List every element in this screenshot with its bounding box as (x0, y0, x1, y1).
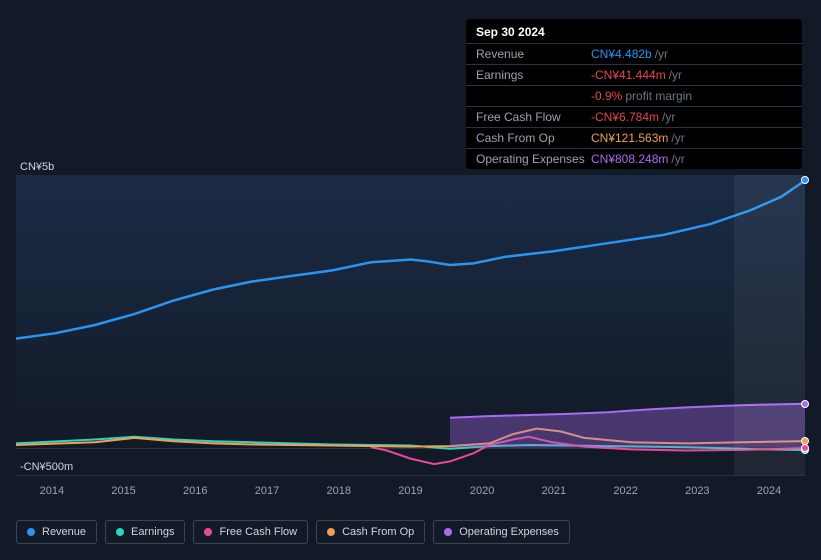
legend-dot-icon (444, 528, 452, 536)
series-end-marker (801, 400, 809, 408)
tooltip-row: Free Cash Flow-CN¥6.784m/yr (466, 106, 802, 127)
chart-x-axis: 2014 2015 2016 2017 2018 2019 2020 2021 2022 2023… (16, 485, 805, 497)
tooltip-row: Cash From OpCN¥121.563m/yr (466, 127, 802, 148)
chart-plot (16, 175, 805, 475)
legend-item-operating-expenses[interactable]: Operating Expenses (433, 520, 570, 544)
tooltip-row: Operating ExpensesCN¥808.248m/yr (466, 148, 802, 169)
chart-x-tick-label: 2024 (757, 485, 781, 497)
legend-item-earnings[interactable]: Earnings (105, 520, 185, 544)
chart-x-tick-label: 2016 (183, 485, 207, 497)
tooltip-row-value: -CN¥6.784m (591, 110, 659, 124)
chart-x-tick-label: 2020 (470, 485, 494, 497)
tooltip-row-label: Earnings (476, 68, 591, 82)
tooltip-row-value: CN¥808.248m (591, 152, 668, 166)
chart-x-tick-label: 2015 (111, 485, 135, 497)
series-end-marker (801, 437, 809, 445)
tooltip-row-suffix: /yr (655, 47, 668, 61)
tooltip-row-suffix: /yr (662, 110, 675, 124)
tooltip-row-value: -0.9% (591, 89, 622, 103)
tooltip-row-suffix: /yr (671, 152, 684, 166)
tooltip-row-label: Operating Expenses (476, 152, 591, 166)
legend-dot-icon (27, 528, 35, 536)
tooltip-row-label: Revenue (476, 47, 591, 61)
series-end-marker (801, 176, 809, 184)
tooltip-row-label: Cash From Op (476, 131, 591, 145)
tooltip-row-value: CN¥4.482b (591, 47, 652, 61)
chart-x-tick-label: 2019 (398, 485, 422, 497)
legend-label: Revenue (42, 526, 86, 538)
legend-dot-icon (204, 528, 212, 536)
tooltip-row-value: CN¥121.563m (591, 131, 668, 145)
legend-item-cash-from-op[interactable]: Cash From Op (316, 520, 425, 544)
tooltip-row-label: Free Cash Flow (476, 110, 591, 124)
legend-label: Operating Expenses (459, 526, 559, 538)
tooltip-row: -0.9%profit margin (466, 85, 802, 106)
tooltip-row-suffix: /yr (669, 68, 682, 82)
legend-label: Cash From Op (342, 526, 414, 538)
tooltip-row-suffix: profit margin (625, 89, 692, 103)
tooltip-row: Earnings-CN¥41.444m/yr (466, 64, 802, 85)
tooltip-row: RevenueCN¥4.482b/yr (466, 43, 802, 64)
legend-label: Free Cash Flow (219, 526, 297, 538)
chart-legend: Revenue Earnings Free Cash Flow Cash From O… (16, 520, 570, 544)
legend-dot-icon (116, 528, 124, 536)
tooltip-date: Sep 30 2024 (466, 19, 802, 43)
chart-x-tick-label: 2023 (685, 485, 709, 497)
tooltip: Sep 30 2024 RevenueCN¥4.482b/yrEarnings-… (466, 19, 802, 169)
chart-x-tick-label: 2017 (255, 485, 279, 497)
chart-highlight-band (734, 175, 805, 475)
legend-label: Earnings (131, 526, 174, 538)
chart-x-tick-label: 2021 (542, 485, 566, 497)
tooltip-row-value: -CN¥41.444m (591, 68, 666, 82)
chart-y-tick-label: CN¥5b (20, 161, 54, 173)
chart-x-tick-label: 2018 (326, 485, 350, 497)
legend-item-free-cash-flow[interactable]: Free Cash Flow (193, 520, 308, 544)
legend-dot-icon (327, 528, 335, 536)
chart-x-tick-label: 2022 (613, 485, 637, 497)
chart-x-tick-label: 2014 (40, 485, 64, 497)
legend-item-revenue[interactable]: Revenue (16, 520, 97, 544)
chart-gridline (16, 475, 805, 476)
tooltip-row-suffix: /yr (671, 131, 684, 145)
tooltip-row-label (476, 89, 591, 103)
